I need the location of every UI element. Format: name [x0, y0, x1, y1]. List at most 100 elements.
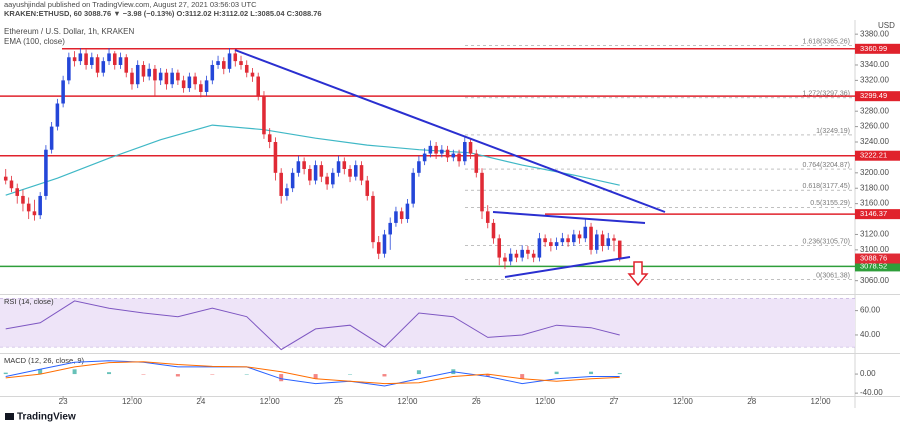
- y-tick-label: 3340.00: [860, 60, 889, 69]
- candle-body: [285, 188, 289, 196]
- candle-body: [359, 165, 364, 181]
- layers: USD Ethereum / U.S. Dollar, 1h, KRAKENEMA…: [0, 21, 900, 406]
- price-tag: [855, 261, 900, 272]
- candle-body: [468, 142, 473, 154]
- price-tag: [855, 91, 900, 102]
- x-tick-label: 26: [472, 397, 481, 406]
- candle-body: [457, 153, 461, 162]
- candle-body: [32, 211, 37, 216]
- candle-body: [526, 249, 530, 254]
- candle-body: [594, 234, 599, 250]
- candle-body: [434, 145, 438, 154]
- y-tick-label: 3260.00: [860, 122, 889, 131]
- x-tick-label: 12:00: [811, 397, 832, 406]
- candle-body: [124, 57, 129, 73]
- publisher-line: aayushjindal published on TradingView.co…: [4, 0, 257, 9]
- candle-body: [325, 176, 329, 185]
- candle-body: [348, 168, 352, 177]
- down-arrow: [627, 261, 649, 287]
- candle-body: [394, 211, 398, 223]
- macd-histogram-bar: [141, 374, 146, 375]
- macd-histogram-bar: [554, 371, 559, 375]
- candle-body: [147, 68, 151, 77]
- y-tick-label: 3380.00: [860, 29, 889, 38]
- fib-label: 1.272(3297.36): [803, 91, 850, 98]
- chart-title: Ethereum / U.S. Dollar, 1h, KRAKEN: [4, 27, 134, 36]
- trend-line: [234, 49, 666, 213]
- candle-body: [411, 172, 415, 204]
- macd-histogram-bar: [313, 374, 318, 379]
- candle-body: [38, 195, 42, 216]
- candle-body: [308, 168, 312, 181]
- y-tick-label: 60.00: [860, 306, 881, 315]
- candle-body: [376, 242, 381, 254]
- price-tag-label: 3078.52: [860, 261, 887, 270]
- candle-body: [319, 165, 324, 177]
- candle-body: [9, 180, 14, 189]
- x-tick-label: 12:00: [673, 397, 694, 406]
- candle-body: [313, 165, 318, 181]
- candle-body: [256, 76, 261, 96]
- candle-body: [90, 57, 94, 65]
- candle-body: [549, 242, 553, 247]
- pane-title: MACD (12, 26, close, 9): [4, 356, 85, 365]
- macd-line: [5, 361, 620, 385]
- candle-body: [371, 195, 375, 243]
- candle-body: [382, 234, 387, 254]
- candle-body: [26, 203, 31, 212]
- candle-body: [199, 84, 203, 92]
- x-tick-label: 24: [196, 397, 205, 406]
- candle-body: [222, 61, 226, 69]
- candle-body: [107, 53, 111, 62]
- rsi-band: [0, 298, 855, 348]
- candle-body: [72, 57, 77, 62]
- candle-body: [445, 149, 450, 158]
- candle-body: [141, 64, 146, 77]
- y-tick-label: 3240.00: [860, 137, 889, 146]
- candle-body: [164, 72, 169, 85]
- y-tick-label: 3100.00: [860, 245, 889, 254]
- candle-body: [497, 238, 502, 258]
- candle-body: [273, 142, 278, 173]
- fib-label: 1(3249.19): [816, 128, 850, 135]
- candle-body: [331, 172, 335, 185]
- pane-title: RSI (14, close): [4, 297, 54, 306]
- candle-body: [95, 57, 100, 73]
- candle-body: [554, 242, 559, 247]
- candle-body: [399, 211, 404, 220]
- quote-line: KRAKEN:ETHUSD, 60 3088.76 ▼ −3.98 (−0.13…: [4, 9, 322, 18]
- candle-body: [388, 222, 392, 235]
- macd-histogram-bar: [348, 374, 353, 375]
- candle-body: [135, 64, 140, 85]
- candle-body: [514, 253, 519, 258]
- y-tick-label: 0.00: [860, 369, 876, 378]
- candle-body: [170, 72, 174, 85]
- y-tick-label: 3120.00: [860, 230, 889, 239]
- price-tag-label: 3299.49: [860, 91, 887, 100]
- logo-mark: [5, 413, 14, 420]
- candle-body: [577, 234, 582, 239]
- candle-body: [61, 80, 65, 104]
- price-tag: [855, 43, 900, 54]
- macd-histogram-bar: [279, 374, 284, 382]
- last-price-tag: [855, 253, 900, 264]
- candle-body: [153, 68, 157, 81]
- fib-label: 0.618(3177.45): [803, 183, 850, 190]
- y-tick-label: 3180.00: [860, 183, 889, 192]
- candle-body: [84, 53, 88, 65]
- candle-body: [589, 226, 593, 250]
- candle-body: [405, 203, 410, 220]
- candle-body: [451, 153, 456, 158]
- candle-body: [267, 134, 272, 143]
- x-tick-label: 12:00: [397, 397, 418, 406]
- candle-body: [204, 80, 209, 92]
- candle-body: [520, 249, 524, 258]
- fib-label: 1.618(3365.26): [803, 38, 850, 45]
- fib-label: 0.5(3155.29): [810, 200, 850, 207]
- candle-body: [239, 61, 243, 65]
- x-tick-label: 12:00: [535, 397, 556, 406]
- candle-body: [566, 238, 570, 243]
- candle-body: [279, 172, 283, 196]
- candle-body: [55, 103, 60, 127]
